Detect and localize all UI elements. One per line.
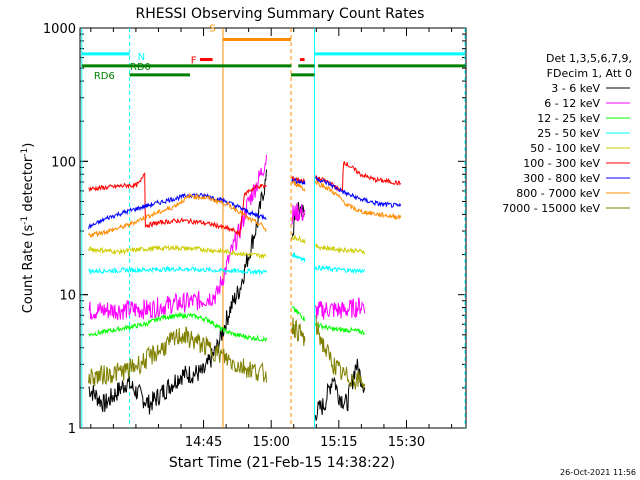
series-line	[314, 160, 402, 193]
series-line	[291, 180, 306, 192]
legend-label: 6 - 12 keV	[544, 97, 600, 110]
series-line	[88, 192, 267, 239]
x-axis: 14:45 15:00 15:15 15:30	[90, 28, 453, 450]
legend-header-line-1: Det 1,3,5,6,7,9,	[546, 52, 632, 65]
status-bar-label: RD0	[130, 62, 151, 73]
y-tick-label: 1000	[43, 22, 76, 37]
x-tick-label: 14:45	[185, 435, 222, 450]
series-line	[291, 252, 306, 263]
series-line	[88, 265, 267, 276]
status-bar-label: RD6	[94, 71, 115, 82]
legend-label: 7000 - 15000 keV	[502, 202, 600, 215]
series-line	[314, 242, 366, 255]
series-line	[88, 154, 267, 321]
legend: Det 1,3,5,6,7,9, FDecim 1, Att 0 3 - 6 k…	[502, 52, 632, 215]
x-tick-label: 15:15	[320, 435, 357, 450]
x-tick-label: 15:00	[252, 435, 289, 450]
legend-label: 300 - 800 keV	[523, 172, 600, 185]
series-line	[88, 312, 267, 343]
x-axis-label: Start Time (21-Feb-15 14:38:22)	[169, 455, 395, 471]
series-line	[88, 172, 267, 237]
series-line	[291, 306, 306, 322]
series-line	[88, 326, 267, 387]
plot-area	[79, 27, 467, 429]
chart-title: RHESSI Observing Summary Count Rates	[136, 6, 425, 22]
legend-label: 800 - 7000 keV	[516, 187, 600, 200]
series-line	[314, 322, 366, 336]
legend-label: 100 - 300 keV	[523, 157, 600, 170]
legend-entries: 3 - 6 keV 6 - 12 keV 12 - 25 keV 25 - 50 ke…	[502, 82, 630, 215]
y-axis-label: Count Rate (s-1 detector-1)	[20, 143, 36, 314]
series-line	[291, 203, 306, 225]
series-line	[291, 234, 306, 244]
y-tick-label: 10	[59, 289, 76, 304]
plot-frame	[79, 27, 467, 429]
y-tick-label: 100	[51, 155, 76, 170]
legend-label: 12 - 25 keV	[537, 112, 600, 125]
series-line	[88, 169, 267, 415]
status-bar-label: S	[209, 23, 215, 34]
legend-label: 50 - 100 keV	[530, 142, 600, 155]
series-line	[314, 315, 366, 390]
series-layer	[88, 154, 402, 421]
status-bar-label: F	[191, 56, 197, 67]
series-line	[314, 297, 366, 320]
series-line	[314, 358, 366, 421]
series-line	[315, 175, 402, 208]
status-bar-label: N	[138, 52, 145, 63]
legend-label: 25 - 50 keV	[537, 127, 600, 140]
interval-markers	[81, 28, 466, 428]
legend-label: 3 - 6 keV	[551, 82, 600, 95]
series-line	[314, 264, 366, 275]
y-tick-label: 1	[68, 422, 76, 437]
legend-header-line-2: FDecim 1, Att 0	[547, 67, 632, 80]
series-line	[314, 180, 402, 221]
series-line	[88, 244, 267, 260]
timestamp: 26-Oct-2021 11:56	[560, 468, 636, 477]
series-line	[291, 317, 306, 347]
x-tick-label: 15:30	[388, 435, 425, 450]
series-line	[88, 192, 267, 230]
